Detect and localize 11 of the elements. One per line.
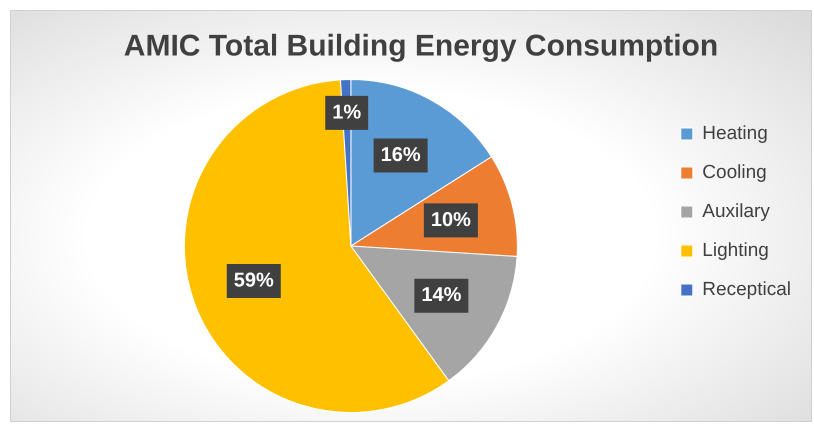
legend-label: Receptical: [702, 279, 792, 300]
legend-label: Heating: [702, 123, 768, 144]
data-label: 10%: [430, 208, 472, 231]
chart-title: AMIC Total Building Energy Consumption: [124, 29, 718, 62]
data-label: 59%: [234, 269, 274, 292]
data-label: 14%: [421, 284, 462, 306]
legend-label: Lighting: [702, 240, 769, 262]
data-label: 16%: [380, 144, 421, 166]
legend-label: Auxilary: [702, 201, 770, 222]
data-label: 1%: [332, 101, 362, 124]
legend-label: Cooling: [702, 162, 767, 184]
